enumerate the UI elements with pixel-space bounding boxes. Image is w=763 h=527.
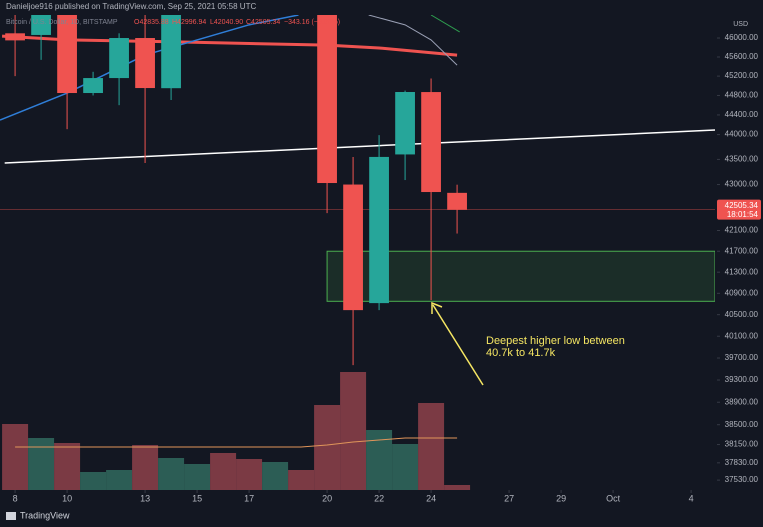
indicator-line	[1, 34, 458, 57]
volume-bar	[262, 462, 289, 490]
symbol: Bitcoin / U.S. Dollar, 1D, BITSTAMP	[6, 19, 118, 26]
volume-bar	[80, 472, 107, 490]
candle-body	[5, 33, 25, 41]
arrow	[432, 304, 484, 386]
volume-bar	[184, 464, 211, 490]
byline: Danieljoe916 published on TradingView.co…	[6, 2, 256, 11]
brand-logo	[6, 512, 16, 520]
volume-bar	[2, 424, 29, 490]
x-tick-label: 15	[192, 493, 202, 503]
x-tick-label: 20	[322, 493, 332, 503]
y-tick-label: 41300.00	[725, 267, 759, 276]
candle-body	[31, 15, 51, 35]
volume-bar	[132, 445, 159, 490]
candle-body	[135, 38, 155, 89]
y-tick-label: 43500.00	[725, 155, 759, 164]
plot-layer	[0, 15, 715, 490]
y-tick-label: 40100.00	[725, 331, 759, 340]
legend-low: L42040.90	[210, 19, 243, 26]
x-tick-label: 13	[140, 493, 150, 503]
annotation: Deepest higher low between	[486, 335, 625, 347]
volume-bar	[444, 485, 471, 490]
x-tick-label: Oct	[606, 493, 621, 503]
brand: TradingView	[20, 510, 70, 520]
x-tick-label: 24	[426, 493, 436, 503]
y-unit: USD	[733, 21, 748, 28]
price-tag	[717, 199, 761, 220]
candle-body	[57, 15, 77, 94]
volume-bar	[392, 444, 419, 490]
volume-bar	[210, 453, 237, 490]
arrow-head	[431, 301, 443, 314]
zone	[326, 250, 715, 302]
candle-body	[109, 38, 129, 79]
indicator-line	[368, 15, 458, 66]
x-tick-label: 8	[13, 493, 18, 503]
volume-bar	[158, 458, 185, 490]
countdown: 18:01:54	[727, 210, 759, 219]
candle-body	[369, 156, 389, 304]
volume-bar	[340, 372, 367, 490]
y-tick-label: 37530.00	[725, 475, 759, 484]
volume-bar	[236, 459, 263, 490]
x-tick-label: 22	[374, 493, 384, 503]
y-tick-label: 38500.00	[725, 420, 759, 429]
y-tick-label: 42100.00	[725, 226, 759, 235]
indicator-line	[430, 15, 460, 33]
y-tick-label: 37830.00	[725, 458, 759, 467]
y-tick-label: 40500.00	[725, 310, 759, 319]
volume-bar	[106, 470, 133, 490]
y-tick-label: 44000.00	[725, 130, 759, 139]
y-tick-label: 41700.00	[725, 246, 759, 255]
annotation: 40.7k to 41.7k	[486, 347, 556, 359]
candle-body	[447, 192, 467, 210]
y-tick-label: 38900.00	[725, 397, 759, 406]
volume-bar	[314, 405, 341, 490]
x-tick-label: 27	[504, 493, 514, 503]
candle-body	[343, 184, 363, 311]
y-tick-label: 45600.00	[725, 52, 759, 61]
x-tick-label: 17	[244, 493, 254, 503]
candle-body	[395, 92, 415, 155]
candle-body	[161, 15, 181, 89]
indicator-line	[4, 129, 715, 164]
y-tick-label: 43000.00	[725, 180, 759, 189]
y-tick-label: 44400.00	[725, 110, 759, 119]
volume-bar	[288, 470, 315, 490]
candle-body	[317, 15, 337, 184]
y-tick-label: 38150.00	[725, 440, 759, 449]
legend-change: −343.16 (−0.80%)	[284, 19, 340, 26]
y-tick-label: 45200.00	[725, 71, 759, 80]
y-tick-label: 39300.00	[725, 375, 759, 384]
plot-area	[0, 15, 715, 490]
volume-ma	[15, 437, 458, 448]
volume-bar	[54, 443, 81, 490]
y-tick-label: 46000.00	[725, 33, 759, 42]
y-tick-label: 44800.00	[725, 91, 759, 100]
x-tick-label: 10	[62, 493, 72, 503]
x-tick-label: 4	[689, 493, 694, 503]
price-tag-label: 42505.34	[725, 201, 759, 210]
y-tick-label: 40900.00	[725, 288, 759, 297]
candle-body	[421, 92, 441, 193]
legend-close: C42505.34	[246, 19, 280, 26]
y-tick-label: 39700.00	[725, 353, 759, 362]
volume-bar	[418, 403, 445, 490]
volume-bar	[28, 438, 55, 490]
candle-body	[83, 78, 103, 94]
x-tick-label: 29	[556, 493, 566, 503]
legend-open: O42835.88	[134, 19, 169, 26]
legend-high: H42996.94	[172, 19, 206, 26]
